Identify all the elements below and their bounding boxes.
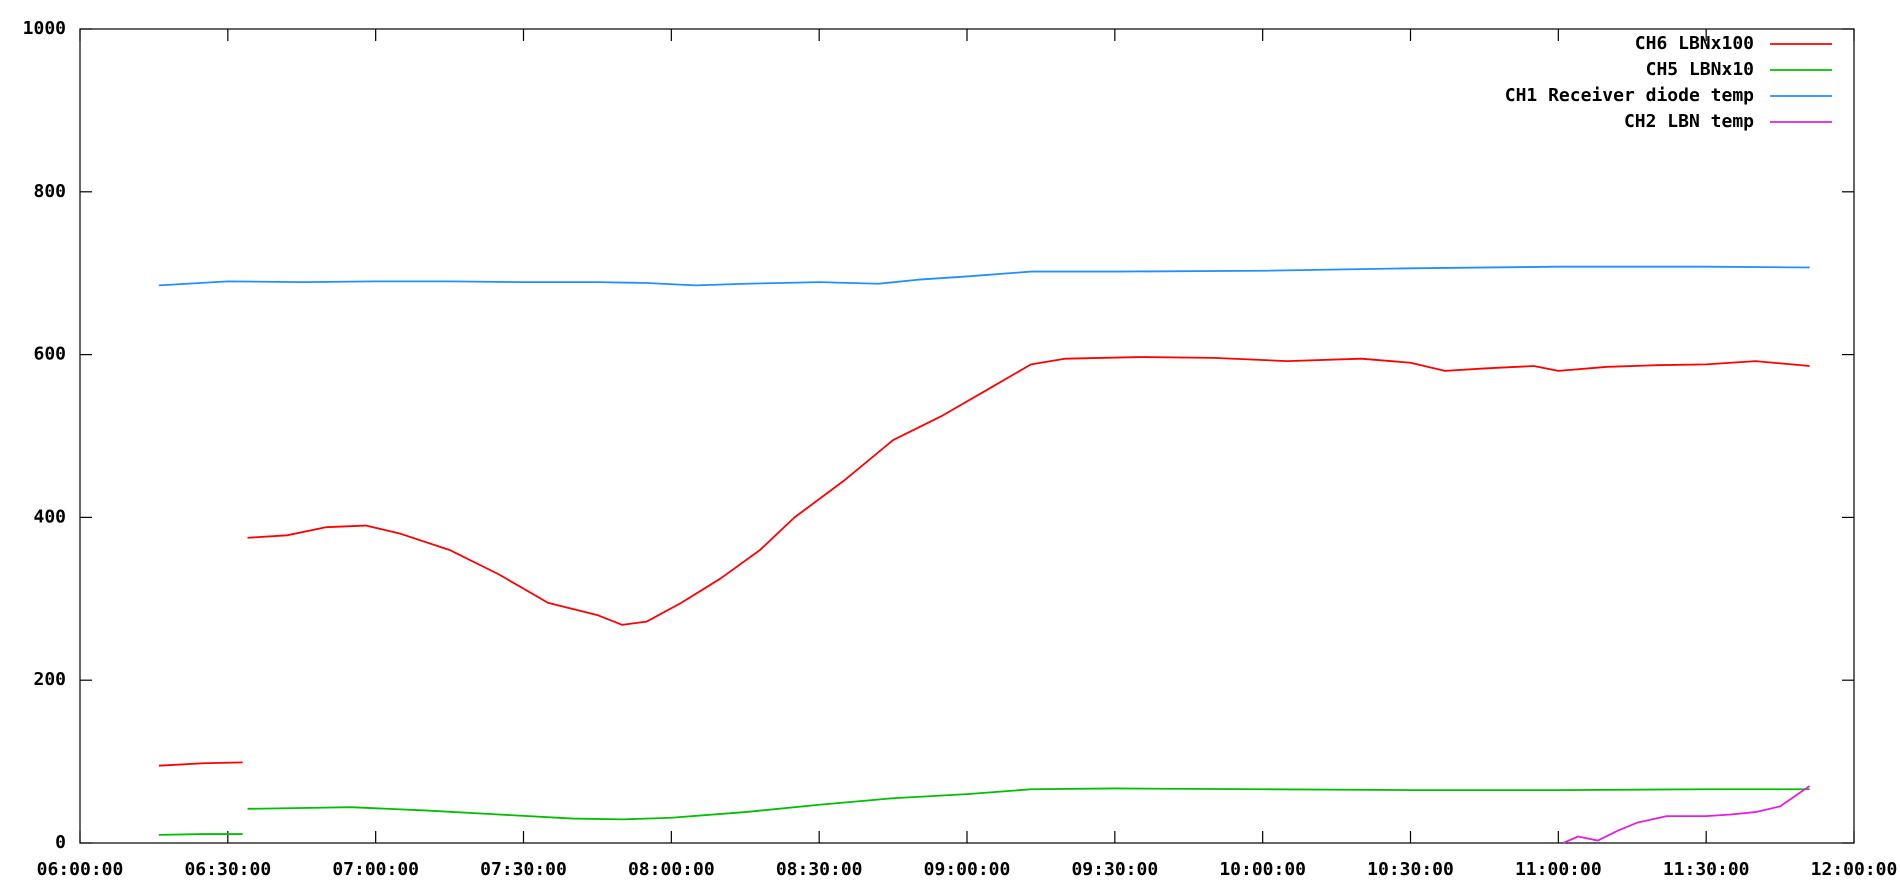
y-tick-label: 1000 [23, 18, 66, 39]
legend-label: CH1 Receiver diode temp [1505, 85, 1754, 106]
y-tick-label: 400 [33, 506, 66, 527]
legend-label: CH6 LBNx100 [1635, 33, 1754, 54]
x-tick-label: 10:00:00 [1219, 859, 1306, 880]
x-tick-label: 11:00:00 [1515, 859, 1602, 880]
series-line [158, 787, 1810, 836]
x-tick-label: 08:00:00 [628, 859, 715, 880]
x-tick-label: 07:30:00 [480, 859, 567, 880]
series-line [158, 265, 1810, 287]
x-tick-label: 08:30:00 [776, 859, 863, 880]
x-tick-label: 10:30:00 [1367, 859, 1454, 880]
plot-frame [79, 28, 1855, 844]
legend-label: CH5 LBNx10 [1646, 59, 1754, 80]
y-tick-label: 800 [33, 181, 66, 202]
x-tick-label: 06:30:00 [184, 859, 271, 880]
y-tick-label: 600 [33, 344, 66, 365]
legend-label: CH2 LBN temp [1624, 111, 1754, 132]
x-tick-label: 07:00:00 [332, 859, 419, 880]
x-tick-label: 09:00:00 [924, 859, 1011, 880]
y-tick-label: 0 [55, 832, 66, 853]
series-line [1562, 785, 1811, 844]
x-tick-label: 06:00:00 [37, 859, 124, 880]
series-line [158, 356, 1810, 767]
y-tick-label: 200 [33, 669, 66, 690]
x-tick-label: 12:00:00 [1811, 859, 1898, 880]
x-tick-label: 11:30:00 [1663, 859, 1750, 880]
x-tick-label: 09:30:00 [1071, 859, 1158, 880]
